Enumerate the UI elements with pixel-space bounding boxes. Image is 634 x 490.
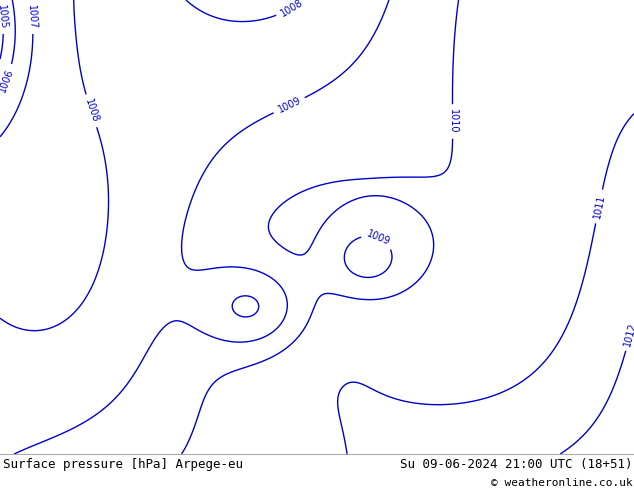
Text: 1008: 1008 (279, 0, 305, 18)
Text: 1007: 1007 (27, 4, 38, 29)
Text: 1005: 1005 (0, 4, 9, 29)
Text: 1008: 1008 (83, 98, 100, 124)
Text: 1009: 1009 (365, 229, 391, 247)
Text: 1006: 1006 (0, 67, 16, 94)
Text: 1009: 1009 (276, 96, 302, 115)
Text: 1010: 1010 (448, 109, 458, 134)
Text: 1011: 1011 (592, 194, 606, 220)
Text: 1012: 1012 (623, 321, 634, 347)
Text: Surface pressure [hPa] Arpege-eu: Surface pressure [hPa] Arpege-eu (3, 458, 243, 470)
Text: Su 09-06-2024 21:00 UTC (18+51): Su 09-06-2024 21:00 UTC (18+51) (400, 458, 633, 470)
Text: © weatheronline.co.uk: © weatheronline.co.uk (491, 478, 633, 488)
